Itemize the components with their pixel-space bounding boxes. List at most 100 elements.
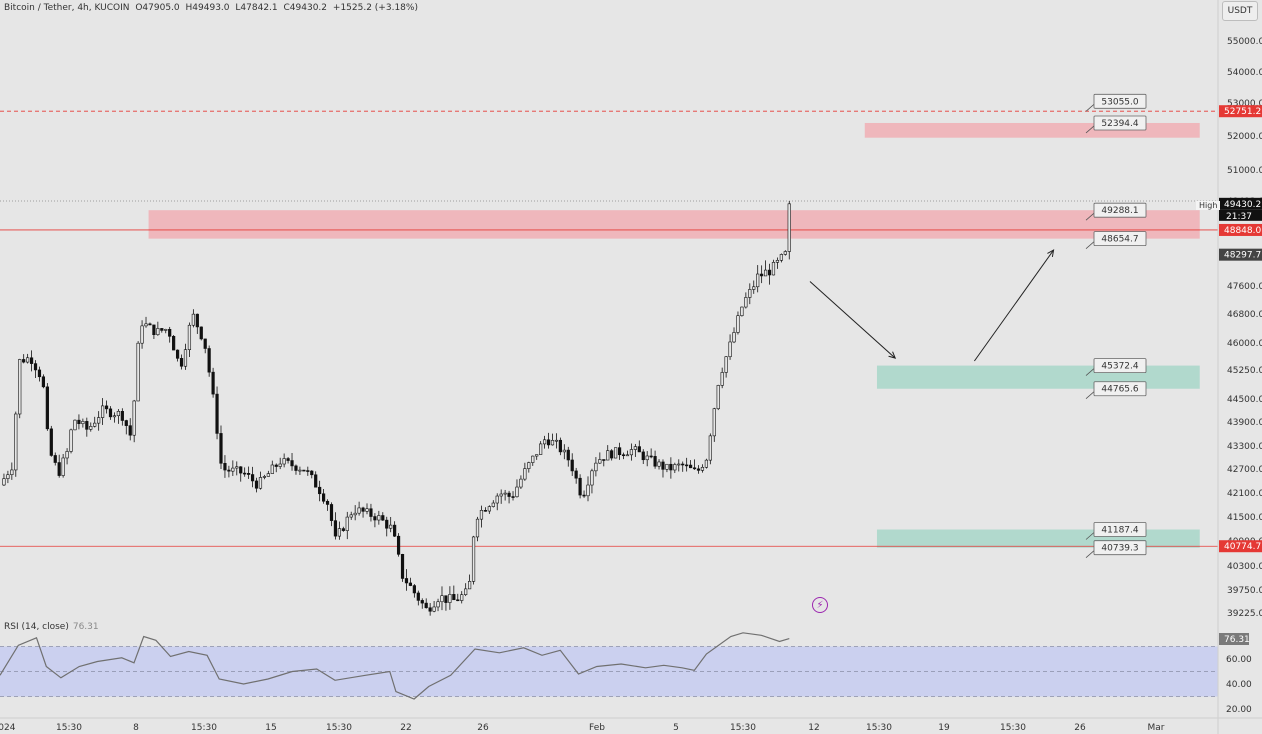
candle-body	[345, 516, 349, 531]
callout-label: 45372.4	[1101, 362, 1138, 372]
lightning-icon[interactable]: ⚡	[812, 597, 828, 613]
candle-body	[57, 462, 61, 476]
candle-body	[673, 464, 677, 471]
candle-body	[641, 451, 645, 461]
candle-body	[657, 461, 661, 467]
callout-pointer	[1085, 532, 1095, 540]
time-tick-label: 5	[673, 723, 679, 733]
price-tick-label: 39225.0	[1227, 609, 1262, 619]
candle-body	[33, 363, 38, 371]
candle-body	[77, 419, 81, 425]
candle-body	[546, 439, 551, 446]
candle-body	[602, 459, 606, 461]
callout-label: 49288.1	[1101, 206, 1138, 216]
candle-body	[550, 440, 555, 446]
candle-body	[787, 203, 791, 252]
candle-body	[85, 421, 89, 430]
candle-body	[104, 405, 109, 410]
candle-body	[645, 455, 649, 461]
candle-body	[704, 459, 708, 468]
candle-body	[665, 463, 669, 470]
candle-body	[614, 447, 618, 459]
candle-body	[26, 357, 30, 363]
candle-body	[728, 341, 732, 358]
candle-body	[262, 476, 267, 478]
candle-body	[14, 413, 18, 471]
callout-pointer	[1085, 212, 1095, 221]
callout-label: 44765.6	[1101, 385, 1138, 395]
candle-body	[404, 578, 409, 584]
time-tick-label: 15:30	[191, 723, 217, 733]
countdown-label: 21:37	[1226, 212, 1252, 222]
currency-button[interactable]: USDT	[1222, 1, 1258, 21]
ohlc-high: H49493.0	[185, 3, 230, 13]
candle-body	[294, 465, 298, 471]
candle-body	[661, 461, 665, 470]
candle-body	[507, 492, 511, 497]
price-label-bg	[1219, 540, 1262, 553]
price-tick-label: 46000.0	[1227, 339, 1262, 349]
price-tick-label: 51000.0	[1227, 166, 1262, 176]
candle-body	[582, 494, 586, 497]
candle-body	[49, 428, 53, 456]
candle-body	[6, 474, 10, 479]
candle-body	[452, 594, 456, 601]
time-tick-label: 8	[133, 723, 139, 733]
price-tick-label: 42700.0	[1227, 465, 1262, 475]
callout-pointer	[1085, 550, 1095, 558]
candle-body	[389, 524, 393, 529]
time-tick-label: 12	[808, 723, 819, 733]
candle-body	[164, 329, 168, 331]
candle-body	[235, 466, 239, 469]
rsi-line	[0, 632, 790, 700]
price-tick-label: 44500.0	[1227, 395, 1262, 405]
candle-body	[325, 500, 330, 505]
countdown-bg	[1219, 209, 1262, 221]
projection-arrow-1	[973, 249, 1054, 362]
candle-body	[93, 422, 97, 427]
candle-body	[286, 458, 290, 461]
candle-body	[365, 508, 369, 512]
arrow-head-0	[888, 351, 897, 359]
candle-body	[396, 535, 401, 555]
candle-body	[558, 439, 562, 453]
candle-body	[187, 324, 192, 350]
candle-body	[393, 524, 397, 537]
candle-body	[744, 297, 748, 308]
price-label-bg	[1219, 197, 1262, 210]
callout-label: 48654.7	[1101, 235, 1138, 245]
candle-body	[716, 385, 720, 410]
candle-body	[29, 357, 34, 364]
candle-body	[160, 328, 164, 331]
candle-body	[89, 426, 93, 430]
time-tick-label: 15:30	[326, 723, 352, 733]
candle-body	[290, 460, 294, 467]
candle-body	[191, 313, 195, 326]
price-tick-label: 39750.0	[1227, 586, 1262, 596]
candle-body	[321, 493, 326, 502]
candle-body	[535, 454, 539, 457]
candle-body	[333, 520, 338, 537]
price-tick-label: 54000.0	[1227, 68, 1262, 78]
callout-box	[1093, 231, 1147, 247]
candle-body	[748, 289, 752, 298]
zone-resistance-0	[864, 122, 1200, 138]
candle-body	[460, 594, 464, 601]
rsi-tick-label: 40.00	[1226, 680, 1252, 690]
candle-body	[136, 342, 140, 402]
candle-body	[416, 592, 420, 601]
candle-body	[610, 450, 614, 459]
candle-body	[760, 273, 764, 277]
price-tick-label: 47600.0	[1227, 282, 1262, 292]
candle-body	[752, 286, 756, 290]
time-tick-label: 19	[938, 723, 950, 733]
candle-body	[621, 454, 626, 457]
candle-body	[132, 400, 136, 436]
candle-body	[775, 260, 780, 263]
callout-label: 40739.3	[1101, 544, 1138, 554]
candle-body	[65, 451, 69, 459]
candle-body	[69, 429, 73, 452]
candle-body	[2, 478, 6, 486]
candle-body	[128, 425, 132, 436]
